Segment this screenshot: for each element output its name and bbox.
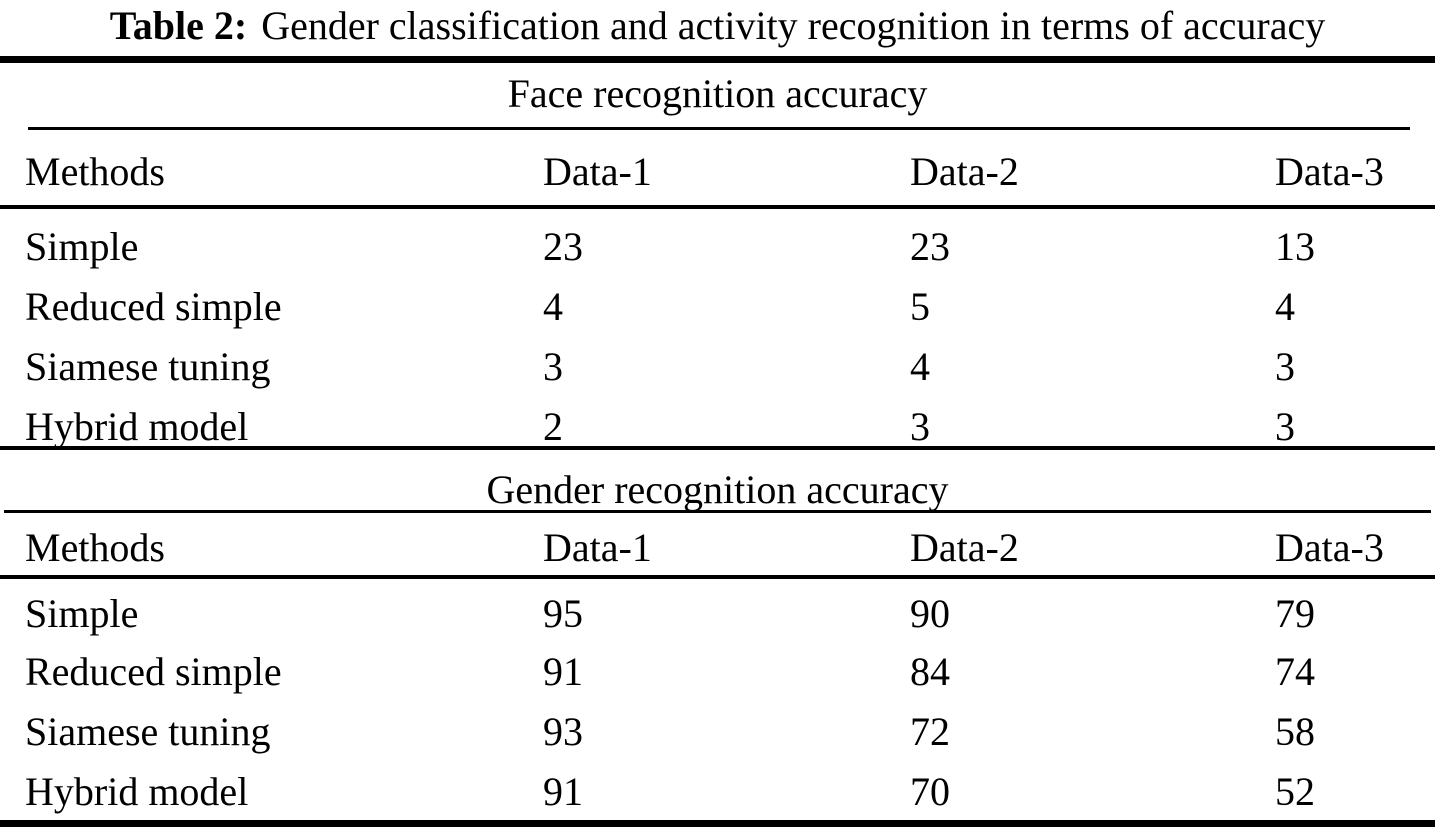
column-header-row-gender: Methods Data-1 Data-2 Data-3: [0, 524, 1435, 572]
col-header-methods: Methods: [25, 525, 165, 570]
rule-under-face-columns: [0, 205, 1435, 209]
row-value-data2: 90: [910, 591, 950, 636]
table-row: Simple 23 23 13: [0, 223, 1435, 271]
row-method: Simple: [25, 591, 139, 636]
rule-top: [0, 56, 1435, 63]
column-header-row-face: Methods Data-1 Data-2 Data-3: [0, 148, 1435, 196]
table-caption-label: Table 2:: [109, 3, 248, 48]
row-method: Reduced simple: [25, 649, 282, 694]
row-value-data2: 5: [910, 284, 930, 329]
row-value-data2: 84: [910, 649, 950, 694]
row-value-data3: 79: [1275, 591, 1315, 636]
row-method: Reduced simple: [25, 284, 282, 329]
table-row: Siamese tuning 3 4 3: [0, 343, 1435, 391]
row-value-data2: 4: [910, 344, 930, 389]
table-row: Siamese tuning 93 72 58: [0, 708, 1435, 756]
row-value-data3: 3: [1275, 344, 1295, 389]
row-method: Simple: [25, 224, 139, 269]
table-caption: Table 2: Gender classification and activi…: [0, 2, 1435, 49]
col-header-data1: Data-1: [543, 149, 652, 194]
row-value-data1: 93: [543, 709, 583, 754]
col-header-data1: Data-1: [543, 525, 652, 570]
table-row: Reduced simple 4 5 4: [0, 283, 1435, 331]
row-method: Siamese tuning: [25, 709, 271, 754]
row-value-data2: 72: [910, 709, 950, 754]
row-value-data3: 13: [1275, 224, 1315, 269]
row-value-data2: 3: [910, 404, 930, 449]
row-value-data1: 4: [543, 284, 563, 329]
rule-between-sections: [0, 446, 1435, 450]
table-row: Hybrid model 2 3 3: [0, 403, 1435, 451]
table-caption-text: Gender classification and activity recog…: [261, 3, 1326, 48]
row-value-data1: 91: [543, 649, 583, 694]
row-value-data1: 91: [543, 769, 583, 814]
row-value-data3: 52: [1275, 769, 1315, 814]
rule-under-gender-header: [4, 510, 1431, 513]
row-value-data1: 3: [543, 344, 563, 389]
row-method: Hybrid model: [25, 404, 249, 449]
row-value-data3: 58: [1275, 709, 1315, 754]
row-value-data1: 23: [543, 224, 583, 269]
section-header-face: Face recognition accuracy: [507, 71, 928, 116]
col-header-data2: Data-2: [910, 149, 1019, 194]
row-value-data3: 4: [1275, 284, 1295, 329]
row-value-data1: 95: [543, 591, 583, 636]
row-value-data3: 74: [1275, 649, 1315, 694]
table-row: Simple 95 90 79: [0, 590, 1435, 638]
col-header-data3: Data-3: [1275, 149, 1384, 194]
row-method: Siamese tuning: [25, 344, 271, 389]
rule-under-face-header: [28, 127, 1410, 130]
table-row: Hybrid model 91 70 52: [0, 768, 1435, 816]
section-header-gender: Gender recognition accuracy: [486, 467, 949, 512]
table-row: Reduced simple 91 84 74: [0, 648, 1435, 696]
row-value-data3: 3: [1275, 404, 1295, 449]
row-value-data2: 70: [910, 769, 950, 814]
col-header-data3: Data-3: [1275, 525, 1384, 570]
col-header-methods: Methods: [25, 149, 165, 194]
row-method: Hybrid model: [25, 769, 249, 814]
row-value-data1: 2: [543, 404, 563, 449]
row-value-data2: 23: [910, 224, 950, 269]
rule-bottom: [0, 820, 1435, 827]
rule-under-gender-columns: [0, 575, 1435, 579]
col-header-data2: Data-2: [910, 525, 1019, 570]
